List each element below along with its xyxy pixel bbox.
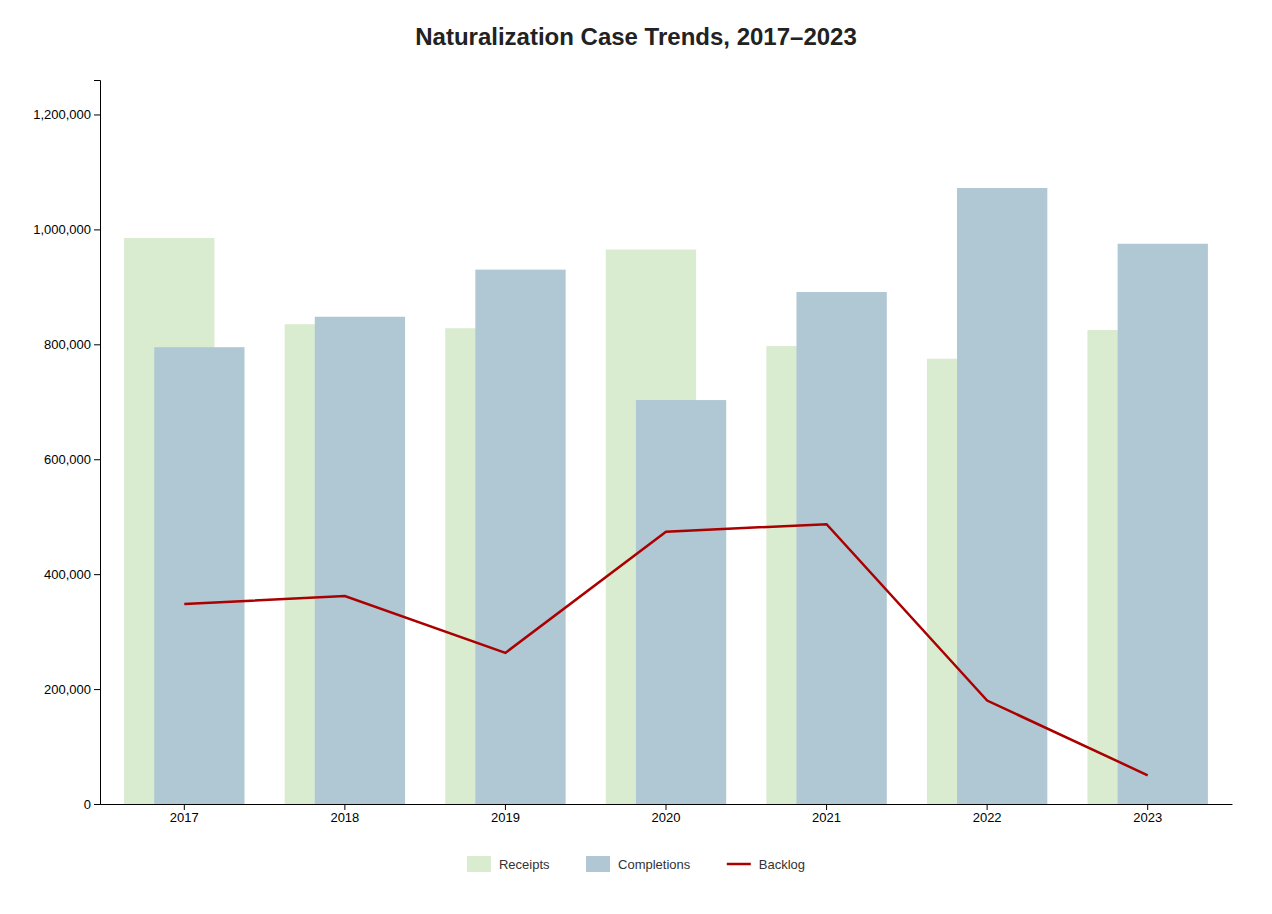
y-tick-mark — [94, 344, 100, 345]
x-tick: 2023 — [1133, 804, 1162, 825]
y-tick-label: 800,000 — [44, 337, 91, 352]
x-tick-mark — [826, 804, 827, 810]
marks — [124, 188, 1208, 804]
x-tick-label: 2022 — [973, 810, 1002, 825]
y-tick: 1,000,000 — [33, 222, 100, 237]
title: Naturalization Case Trends, 2017–2023 — [415, 23, 857, 50]
legend-swatch — [586, 856, 610, 872]
x-tick-mark — [344, 804, 345, 810]
y-tick: 0 — [84, 797, 100, 812]
y-tick-label: 200,000 — [44, 682, 91, 697]
legend-item: Backlog — [727, 857, 805, 872]
y-tick-label: 0 — [84, 797, 91, 812]
x-tick-label: 2020 — [652, 810, 681, 825]
legend-label: Receipts — [499, 857, 550, 872]
bar — [315, 317, 405, 804]
bar — [957, 188, 1047, 804]
y-tick-mark — [94, 574, 100, 575]
x-tick-label: 2019 — [491, 810, 520, 825]
bar — [1118, 244, 1208, 804]
legend-swatch — [727, 863, 751, 866]
x-tick-label: 2023 — [1133, 810, 1162, 825]
legend-label: Completions — [618, 857, 691, 872]
y-tick: 800,000 — [44, 337, 100, 352]
x-tick-label: 2021 — [812, 810, 841, 825]
x-tick: 2017 — [170, 804, 199, 825]
bar — [154, 347, 244, 804]
x-axis: 2017 2018 2019 2020 2021 2022 2023 — [101, 804, 1233, 825]
y-tick-mark — [94, 804, 100, 805]
chart: Naturalization Case Trends, 2017–2023 0 20… — [0, 0, 1272, 914]
legend: Receipts Completions Backlog — [467, 856, 805, 872]
legend-swatch — [467, 856, 491, 872]
y-tick-mark — [94, 689, 100, 690]
legend-item: Receipts — [467, 856, 550, 872]
legend-label: Backlog — [759, 857, 805, 872]
x-tick-mark — [987, 804, 988, 810]
x-tick: 2018 — [330, 804, 359, 825]
x-tick-mark — [505, 804, 506, 810]
y-tick-label: 600,000 — [44, 452, 91, 467]
y-tick: 200,000 — [44, 682, 100, 697]
x-tick-mark — [1147, 804, 1148, 810]
y-tick: 400,000 — [44, 567, 100, 582]
y-tick: 1,200,000 — [33, 107, 100, 122]
y-tick-label: 400,000 — [44, 567, 91, 582]
bar — [796, 292, 886, 804]
x-tick-label: 2017 — [170, 810, 199, 825]
x-tick: 2022 — [973, 804, 1002, 825]
y-tick: 600,000 — [44, 452, 100, 467]
bar — [636, 400, 726, 804]
y-tick-mark — [94, 229, 100, 230]
x-tick: 2021 — [812, 804, 841, 825]
line — [184, 524, 1147, 775]
x-tick: 2019 — [491, 804, 520, 825]
y-axis: 0 200,000 400,000 600,000 800,000 1,000,000 1,… — [33, 81, 100, 812]
plot: 0 200,000 400,000 600,000 800,000 1,000,000 1,… — [33, 81, 1232, 826]
bar — [475, 270, 565, 804]
x-tick-mark — [666, 804, 667, 810]
x-tick-label: 2018 — [330, 810, 359, 825]
x-tick-mark — [184, 804, 185, 810]
y-axis-line — [94, 81, 101, 805]
bar-series — [154, 188, 1208, 804]
y-tick-label: 1,000,000 — [33, 222, 91, 237]
y-tick-label: 1,200,000 — [33, 107, 91, 122]
legend-item: Completions — [586, 856, 691, 872]
y-tick-mark — [94, 459, 100, 460]
y-tick-mark — [94, 114, 100, 115]
x-tick: 2020 — [652, 804, 681, 825]
